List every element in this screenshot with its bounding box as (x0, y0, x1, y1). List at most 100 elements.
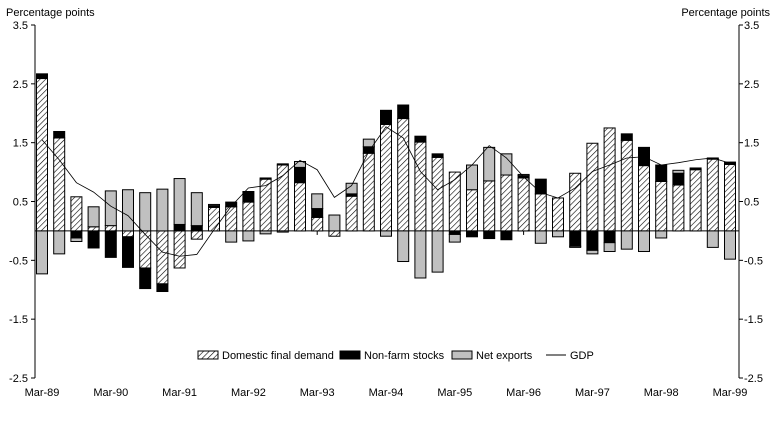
bar-net-exports (208, 203, 220, 207)
bar-non-farm-stocks (466, 230, 478, 238)
bar-net-exports (380, 230, 392, 237)
bar-non-farm-stocks (672, 172, 685, 186)
bar-domestic-final-demand (672, 184, 685, 232)
bar-domestic-final-demand (173, 230, 186, 269)
bar-net-exports (500, 153, 513, 176)
bar-domestic-final-demand (534, 193, 547, 232)
bar-domestic-final-demand (689, 169, 702, 232)
bar-net-exports (328, 214, 341, 232)
legend-net-exports-label: Net exports (476, 350, 533, 362)
left-tick-label: -2.5 (9, 373, 28, 385)
right-tick-label: 2.5 (744, 79, 759, 91)
bar-domestic-final-demand (53, 137, 66, 232)
bar-net-exports (534, 230, 547, 244)
bar-domestic-final-demand (620, 139, 633, 232)
bar-domestic-final-demand (225, 206, 238, 232)
x-tick-label: Mar-94 (369, 387, 404, 399)
bar-non-farm-stocks (448, 230, 461, 235)
bar-domestic-final-demand (414, 141, 427, 232)
legend-domestic-final-demand-label: Domestic final demand (222, 350, 334, 362)
bar-net-exports (190, 192, 203, 227)
bar-domestic-final-demand (655, 180, 668, 232)
legend-non-farm-stocks-swatch (339, 350, 361, 360)
legend-gdp-label: GDP (570, 350, 594, 362)
bar-domestic-final-demand (500, 174, 513, 232)
x-tick-label: Mar-91 (162, 387, 197, 399)
bar-non-farm-stocks (483, 230, 496, 240)
bar-net-exports (569, 245, 582, 248)
bar-domestic-final-demand (139, 230, 152, 269)
right-tick-label: 1.5 (744, 138, 759, 150)
bar-domestic-final-demand (483, 180, 496, 232)
bar-non-farm-stocks (36, 73, 48, 80)
bar-non-farm-stocks (156, 283, 169, 293)
bar-net-exports (620, 230, 633, 250)
bar-domestic-final-demand (294, 182, 306, 232)
bar-net-exports (122, 189, 134, 232)
bar-non-farm-stocks (620, 133, 633, 141)
bar-non-farm-stocks (276, 163, 289, 166)
x-tick-label: Mar-99 (713, 387, 748, 399)
left-tick-label: -0.5 (9, 255, 28, 267)
bar-domestic-final-demand (70, 196, 83, 232)
bar-non-farm-stocks (242, 190, 255, 203)
bar-domestic-final-demand (431, 156, 444, 232)
bar-non-farm-stocks (397, 104, 410, 120)
bar-non-farm-stocks (259, 177, 272, 180)
x-tick-label: Mar-89 (25, 387, 60, 399)
bar-non-farm-stocks (122, 236, 134, 268)
bar-domestic-final-demand (638, 165, 650, 232)
bar-net-exports (517, 173, 530, 177)
bar-net-exports (483, 146, 496, 182)
bar-net-exports (397, 230, 410, 263)
bar-net-exports (173, 178, 186, 225)
bar-net-exports (36, 230, 48, 275)
bar-domestic-final-demand (362, 152, 375, 232)
bar-domestic-final-demand (156, 230, 169, 285)
bar-non-farm-stocks (173, 223, 186, 232)
legend-net-exports-swatch (451, 350, 473, 360)
bar-non-farm-stocks (380, 109, 392, 125)
bar-non-farm-stocks (414, 135, 427, 143)
bar-net-exports (448, 233, 461, 243)
bar-net-exports (586, 249, 599, 255)
x-tick-label: Mar-90 (93, 387, 128, 399)
bar-net-exports (414, 230, 427, 279)
bar-net-exports (104, 190, 117, 227)
bar-domestic-final-demand (466, 189, 478, 232)
bar-domestic-final-demand (276, 164, 289, 232)
bar-domestic-final-demand (36, 78, 48, 232)
bar-domestic-final-demand (208, 206, 220, 232)
x-tick-label: Mar-96 (506, 387, 541, 399)
bar-non-farm-stocks (87, 230, 100, 249)
bar-domestic-final-demand (569, 172, 582, 232)
x-tick-label: Mar-95 (437, 387, 472, 399)
bar-domestic-final-demand (345, 195, 358, 232)
bar-net-exports (431, 230, 444, 273)
right-tick-label: 3.5 (744, 20, 759, 32)
bar-non-farm-stocks (431, 153, 444, 158)
bar-net-exports (638, 230, 650, 253)
bar-domestic-final-demand (328, 230, 341, 237)
bar-non-farm-stocks (569, 230, 582, 247)
bar-non-farm-stocks (70, 230, 83, 239)
bar-net-exports (294, 160, 306, 168)
bar-non-farm-stocks (689, 167, 702, 171)
x-tick-label: Mar-93 (300, 387, 335, 399)
bar-net-exports (311, 193, 324, 210)
x-tick-label: Mar-98 (644, 387, 679, 399)
bar-domestic-final-demand (517, 177, 530, 232)
bar-domestic-final-demand (87, 226, 100, 232)
bar-net-exports (552, 230, 564, 238)
bar-net-exports (259, 230, 272, 235)
bar-non-farm-stocks (655, 164, 668, 182)
bar-domestic-final-demand (586, 142, 599, 232)
bar-net-exports (70, 237, 83, 243)
right-tick-label: -0.5 (744, 255, 763, 267)
left-tick-label: 2.5 (13, 79, 28, 91)
x-tick-label: Mar-92 (231, 387, 266, 399)
bar-domestic-final-demand (122, 230, 134, 238)
bar-net-exports (276, 230, 289, 233)
bar-net-exports (345, 182, 358, 195)
